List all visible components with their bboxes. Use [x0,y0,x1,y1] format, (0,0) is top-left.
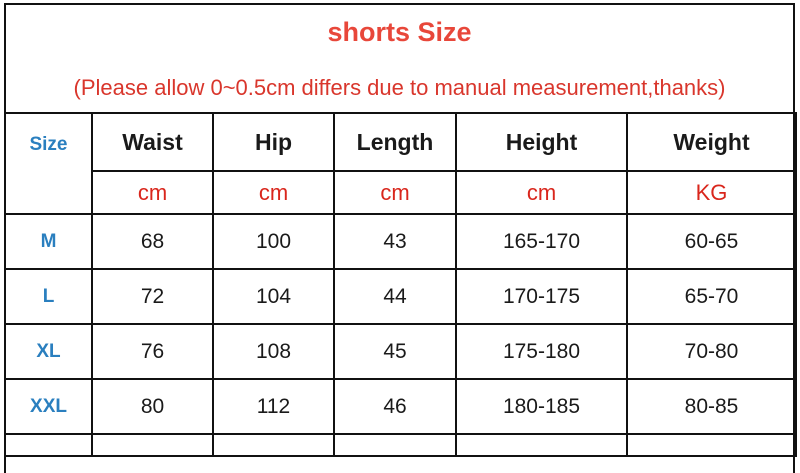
cell-height: 180-185 [455,378,628,435]
cell-weight: 80-85 [626,378,797,435]
size-table: Size Waist Hip Length Height Weight cm c… [4,112,797,457]
unit-weight: KG [626,170,797,215]
cell-length: 44 [333,268,457,325]
unit-row: cm cm cm cm KG [5,170,797,215]
header-size: Size [4,112,93,215]
cell-height: 175-180 [455,323,628,380]
cell-waist: 68 [91,213,214,270]
cell-weight: 60-65 [626,213,797,270]
chart-title: shorts Size [327,17,472,47]
cell-waist: 76 [91,323,214,380]
header-length: Length [333,112,457,172]
header-waist: Waist [91,112,214,172]
cell-weight: 65-70 [626,268,797,325]
cell-height: 170-175 [455,268,628,325]
cell-size: XL [4,323,93,380]
cell-hip: 100 [212,213,335,270]
empty-row [4,433,797,457]
cell-height: 165-170 [455,213,628,270]
cell-waist: 80 [91,378,214,435]
cell-length: 43 [333,213,457,270]
table-row: M 68 100 43 165-170 60-65 [4,213,797,270]
cell-size: L [4,268,93,325]
cell-size: XXL [4,378,93,435]
header-height: Height [455,112,628,172]
measurement-note: (Please allow 0~0.5cm differs due to man… [73,75,726,100]
cell-hip: 108 [212,323,335,380]
header-weight: Weight [626,112,797,172]
unit-height: cm [455,170,628,215]
header-hip: Hip [212,112,335,172]
unit-hip: cm [212,170,335,215]
unit-length: cm [333,170,457,215]
unit-waist: cm [91,170,214,215]
cell-waist: 72 [91,268,214,325]
cell-weight: 70-80 [626,323,797,380]
cell-size: M [4,213,93,270]
table-row: L 72 104 44 170-175 65-70 [4,268,797,325]
cell-length: 45 [333,323,457,380]
table-row: XXL 80 112 46 180-185 80-85 [4,378,797,435]
header-row: Size Waist Hip Length Height Weight [4,112,797,215]
size-chart-frame: shorts Size (Please allow 0~0.5cm differ… [4,3,795,473]
cell-length: 46 [333,378,457,435]
cell-hip: 112 [212,378,335,435]
table-row: XL 76 108 45 175-180 70-80 [4,323,797,380]
cell-hip: 104 [212,268,335,325]
